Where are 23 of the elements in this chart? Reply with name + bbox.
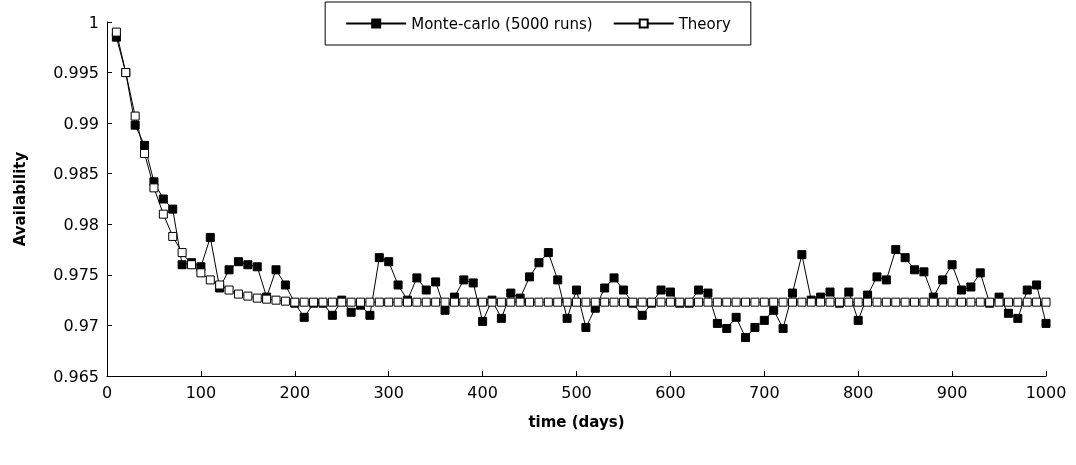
x-tick-label: 700 — [749, 382, 780, 402]
x-tick-label: 800 — [842, 382, 874, 402]
x-tick-label: 0 — [101, 382, 113, 402]
y-tick-label: 0.98 — [63, 214, 99, 234]
y-tick-label: 0.985 — [53, 164, 99, 184]
x-tick-label: 200 — [279, 382, 311, 402]
x-tick-label: 100 — [185, 382, 217, 402]
x-tick-label: 400 — [467, 382, 498, 402]
y-tick-label: 1 — [88, 12, 99, 32]
x-tick-label: 500 — [561, 382, 592, 402]
x-tick-label: 300 — [373, 382, 404, 402]
y-tick-label: 0.97 — [63, 315, 99, 335]
x-tick-label: 900 — [936, 382, 968, 402]
y-tick-label: 0.99 — [63, 113, 99, 133]
y-axis-title: Availability — [10, 151, 29, 247]
legend-label: Monte-carlo (5000 runs) — [411, 14, 593, 33]
legend-label: Theory — [677, 14, 731, 33]
y-tick-label: 0.995 — [53, 63, 99, 83]
x-axis-title: time (days) — [528, 412, 625, 431]
x-tick-label: 1000 — [1025, 382, 1067, 402]
y-tick-label: 0.975 — [53, 265, 99, 285]
y-tick-label: 0.965 — [53, 366, 99, 386]
x-tick-label: 600 — [655, 382, 686, 402]
